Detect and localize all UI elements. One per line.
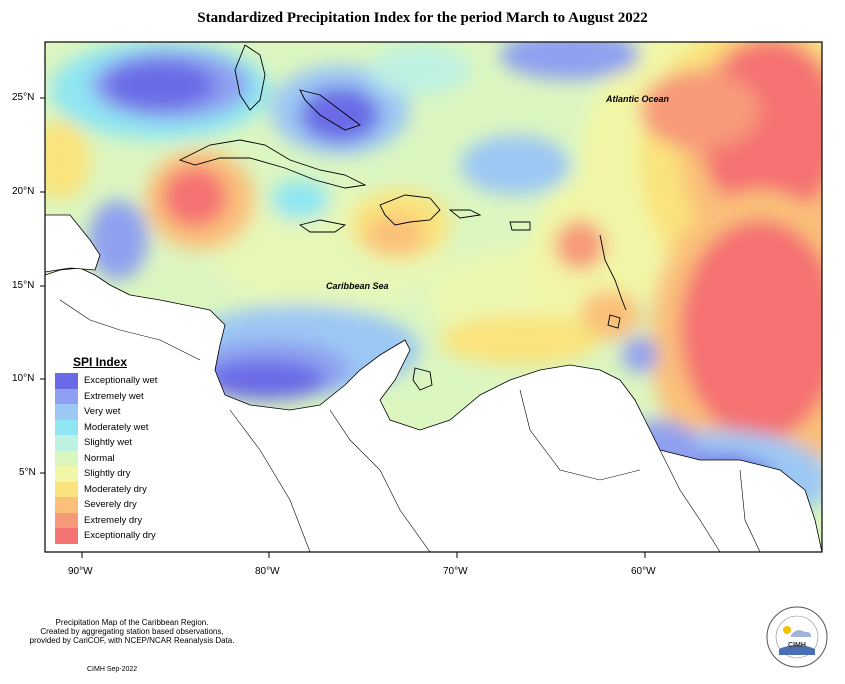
legend-item: Severely dry [55,497,157,513]
legend-label: Exceptionally wet [84,375,158,387]
lon-tick-label: 90°W [68,566,93,577]
legend-item: Moderately dry [55,481,157,497]
legend-label: Normal [84,452,115,464]
legend-swatch [55,419,78,435]
legend-swatch [55,512,78,528]
lon-tick-label: 80°W [255,566,280,577]
lat-tick-label: 10°N [12,373,35,384]
legend-swatch [55,373,78,389]
legend-item: Extremely dry [55,512,157,528]
caribbean-sea-label: Caribbean Sea [326,281,389,291]
legend-swatch [55,404,78,420]
lat-tick-label: 25°N [12,92,35,103]
legend-swatch [55,528,78,544]
legend-label: Moderately wet [84,421,149,433]
legend-item: Moderately wet [55,419,157,435]
lon-tick-label: 60°W [631,566,656,577]
cimh-logo: CIMH [766,606,828,668]
lat-tick-label: 5°N [19,467,36,478]
credit-line: Precipitation Map of the Caribbean Regio… [55,618,209,627]
legend-swatch [55,466,78,482]
legend-item: Exceptionally wet [55,373,157,389]
legend-item: Slightly wet [55,435,157,451]
legend-swatch [55,388,78,404]
atlantic-ocean-label: Atlantic Ocean [606,94,670,104]
legend-item: Extremely wet [55,388,157,404]
legend-label: Extremely wet [84,390,144,402]
legend-swatch [55,481,78,497]
legend-label: Severely dry [84,499,137,511]
legend-item: Very wet [55,404,157,420]
lat-tick-label: 15°N [12,280,35,291]
legend-label: Very wet [84,406,121,418]
legend-label: Moderately dry [84,483,147,495]
legend-swatch [55,435,78,451]
legend-item: Slightly dry [55,466,157,482]
credit-line: provided by CariCOF, with NCEP/NCAR Rean… [29,636,235,645]
legend-label: Slightly wet [84,437,133,449]
legend-label: Extremely dry [84,514,143,526]
logo-text: CIMH [788,642,806,649]
spi-legend: SPI Index Exceptionally wet Extremely wet… [55,355,157,544]
lon-tick-label: 70°W [443,566,468,577]
legend-swatch [55,450,78,466]
credit-text: Precipitation Map of the Caribbean Regio… [17,618,247,645]
legend-label: Slightly dry [84,468,131,480]
lat-tick-label: 20°N [12,186,35,197]
legend-swatch [55,497,78,513]
legend-item: Exceptionally dry [55,528,157,544]
legend-title: SPI Index [73,355,128,369]
legend-label: Exceptionally dry [84,530,156,542]
legend-item: Normal [55,450,157,466]
map-title: Standardized Precipitation Index for the… [197,10,648,26]
date-stamp: CIMH Sep-2022 [87,666,138,673]
credit-line: Created by aggregating station based obs… [40,627,224,636]
